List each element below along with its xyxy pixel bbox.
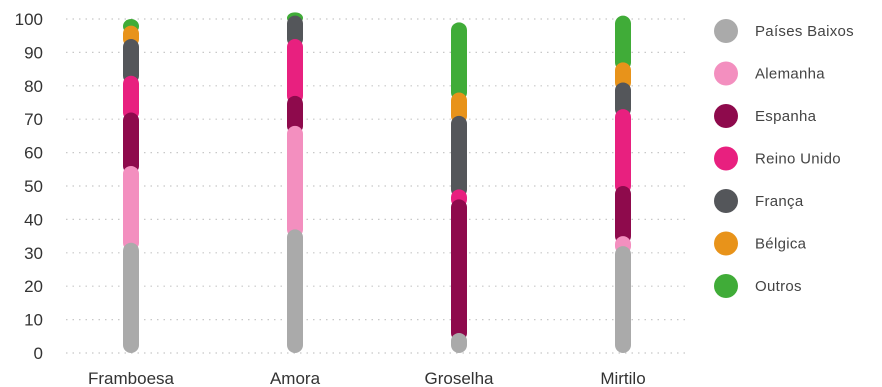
legend-label: Outros — [755, 278, 802, 295]
y-tick-label: 80 — [24, 77, 43, 96]
legend-swatch — [714, 19, 738, 43]
bar-stack — [451, 22, 467, 353]
bar-segment — [123, 242, 139, 353]
legend-swatch — [714, 104, 738, 128]
bar-segment — [451, 92, 467, 124]
bar-segment — [287, 15, 303, 48]
legend-label: França — [755, 193, 804, 210]
bar-segment — [287, 39, 303, 104]
bars — [123, 12, 631, 353]
legend-item: Reino Unido — [714, 146, 841, 171]
legend-item: Alemanha — [714, 61, 825, 86]
y-tick-label: 90 — [24, 43, 43, 62]
bar-segment — [123, 39, 139, 84]
legend-label: Espanha — [755, 108, 817, 125]
legend-item: Espanha — [714, 104, 817, 128]
bar-segment — [287, 125, 303, 238]
bar-segment — [615, 186, 631, 245]
y-tick-label: 30 — [24, 244, 43, 263]
legend-swatch — [714, 61, 738, 86]
legend-swatch — [714, 189, 738, 213]
bar-segment — [123, 112, 139, 174]
x-category-label: Mirtilo — [600, 369, 645, 387]
bar-stack — [123, 19, 139, 353]
legend-item: França — [714, 189, 804, 213]
legend-item: Países Baixos — [714, 19, 854, 43]
x-axis: Framboesa Amora Groselha Mirtilo — [88, 369, 646, 387]
bar-segment — [615, 82, 631, 118]
bar-segment — [615, 246, 631, 353]
y-tick-label: 0 — [34, 344, 43, 363]
bar-segment — [615, 15, 631, 71]
bar-segment — [451, 199, 467, 341]
bar-segment — [615, 109, 631, 194]
bar-segment — [123, 75, 139, 121]
y-axis: 0 10 20 30 40 50 60 70 80 90 100 — [15, 10, 43, 363]
y-tick-label: 50 — [24, 177, 43, 196]
bar-segment — [287, 229, 303, 353]
legend-label: Alemanha — [755, 66, 825, 83]
bar-stack — [615, 15, 631, 353]
legend-swatch — [714, 231, 738, 256]
legend-item: Outros — [714, 274, 802, 298]
gridlines — [66, 18, 690, 354]
legend-swatch — [714, 274, 738, 298]
y-tick-label: 70 — [24, 110, 43, 129]
bar-stack — [287, 12, 303, 353]
bar-segment — [615, 62, 631, 91]
bar-segment — [451, 332, 467, 353]
legend-item: Bélgica — [714, 231, 807, 256]
legend-label: Reino Unido — [755, 151, 841, 168]
legend-label: Bélgica — [755, 236, 807, 253]
y-tick-label: 10 — [24, 311, 43, 330]
bar-segment — [123, 165, 139, 251]
bar-segment — [451, 22, 467, 101]
x-category-label: Framboesa — [88, 369, 175, 387]
x-category-label: Amora — [270, 369, 321, 387]
legend-swatch — [714, 146, 738, 171]
y-tick-label: 40 — [24, 210, 43, 229]
y-tick-label: 60 — [24, 144, 43, 163]
bar-segment — [451, 115, 467, 198]
x-category-label: Groselha — [425, 369, 495, 387]
legend: Países Baixos Alemanha Espanha Reino Unido F… — [714, 19, 854, 298]
bar-segment — [287, 95, 303, 134]
y-tick-label: 20 — [24, 277, 43, 296]
y-tick-label: 100 — [15, 10, 43, 29]
legend-label: Países Baixos — [755, 23, 854, 40]
